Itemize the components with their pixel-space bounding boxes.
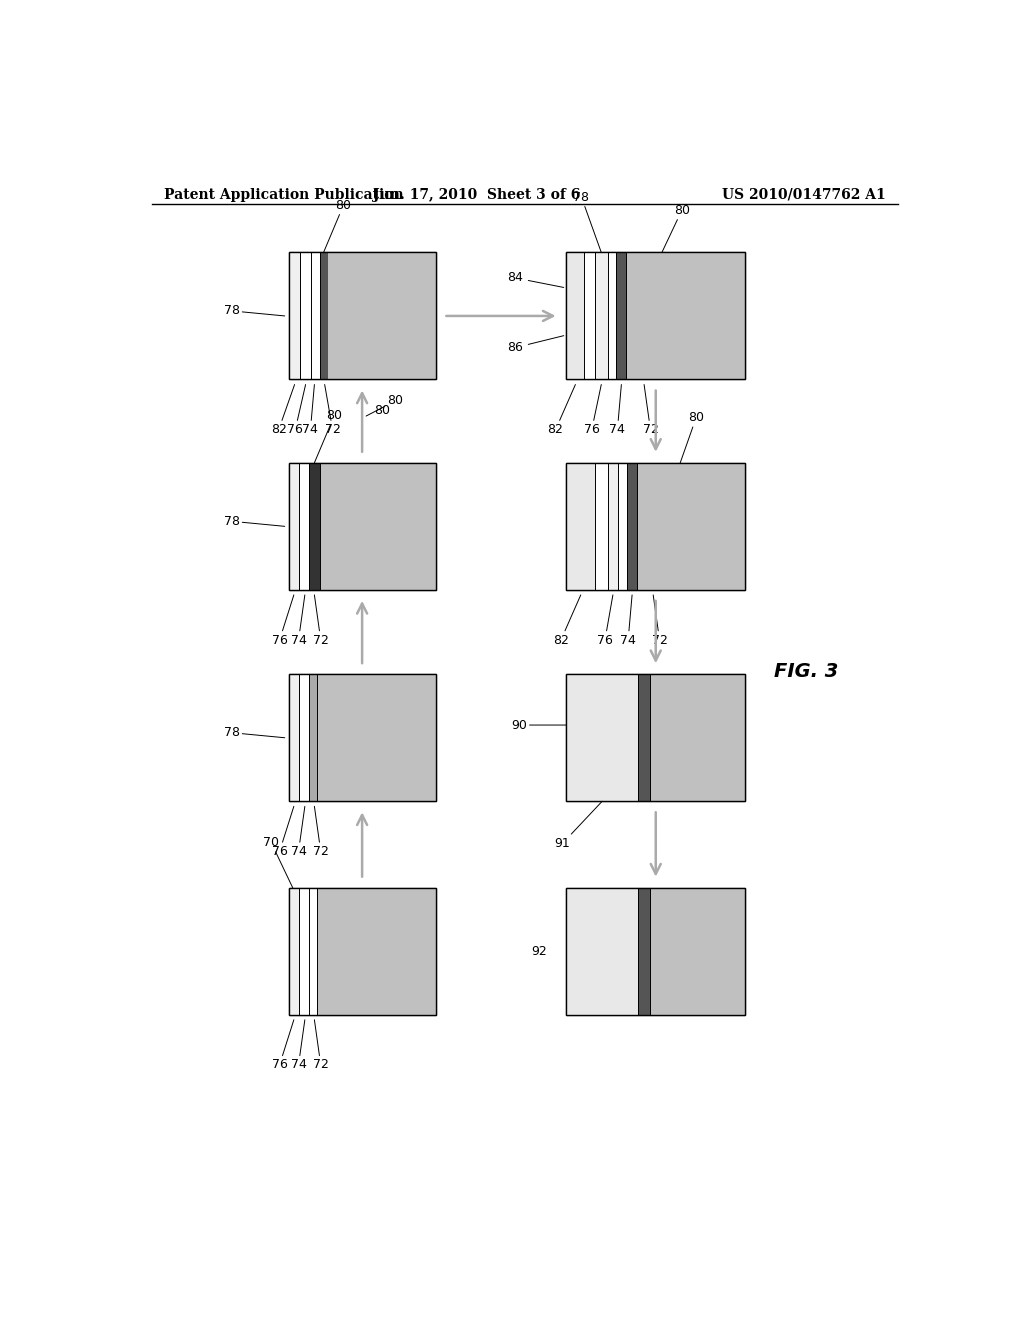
Bar — [309, 887, 317, 1015]
Text: 80: 80 — [314, 409, 342, 463]
Text: 76: 76 — [597, 595, 613, 647]
Text: US 2010/0147762 A1: US 2010/0147762 A1 — [722, 187, 886, 202]
Bar — [566, 252, 745, 379]
Bar — [566, 675, 745, 801]
Text: 82: 82 — [548, 384, 575, 436]
Bar — [566, 675, 638, 801]
Text: 74: 74 — [609, 384, 626, 436]
Bar — [566, 887, 745, 1015]
Bar — [650, 675, 745, 801]
Bar — [319, 252, 328, 379]
Bar — [310, 252, 319, 379]
Text: 76: 76 — [271, 807, 294, 858]
Text: 72: 72 — [325, 384, 341, 436]
Bar — [289, 887, 299, 1015]
Bar — [566, 252, 745, 379]
Bar — [299, 463, 309, 590]
Text: 86: 86 — [507, 335, 564, 354]
Text: 78: 78 — [223, 515, 285, 528]
Text: 90: 90 — [511, 718, 566, 731]
Text: 72: 72 — [312, 595, 329, 647]
Bar — [289, 252, 435, 379]
Bar — [566, 463, 595, 590]
Bar — [566, 463, 745, 590]
Bar — [289, 887, 435, 1015]
Bar — [289, 463, 435, 590]
Text: 76: 76 — [271, 595, 294, 647]
Text: 80: 80 — [367, 395, 403, 416]
Bar — [317, 887, 435, 1015]
Bar — [595, 252, 607, 379]
Bar — [650, 887, 745, 1015]
Bar — [299, 887, 309, 1015]
Text: 72: 72 — [312, 807, 329, 858]
Text: Patent Application Publication: Patent Application Publication — [164, 187, 403, 202]
Text: 80: 80 — [680, 412, 705, 463]
Bar — [309, 675, 317, 801]
Text: 82: 82 — [270, 384, 295, 436]
Text: 76: 76 — [271, 1020, 294, 1072]
Bar — [289, 887, 435, 1015]
Text: FIG. 3: FIG. 3 — [774, 663, 839, 681]
Bar — [289, 675, 299, 801]
Bar — [319, 463, 435, 590]
Text: 92: 92 — [530, 945, 547, 958]
Text: 74: 74 — [621, 595, 636, 647]
Bar — [317, 675, 435, 801]
Bar — [289, 463, 299, 590]
Bar — [309, 463, 319, 590]
Bar — [627, 463, 637, 590]
Bar — [618, 463, 627, 590]
Text: 72: 72 — [642, 384, 658, 436]
Text: 78: 78 — [573, 190, 601, 252]
Text: 82: 82 — [553, 595, 581, 647]
Bar — [328, 252, 435, 379]
Bar — [566, 887, 745, 1015]
Text: 80: 80 — [374, 404, 390, 417]
Bar — [566, 675, 745, 801]
Text: 74: 74 — [291, 595, 306, 647]
Bar — [289, 463, 435, 590]
Text: 76: 76 — [584, 384, 601, 436]
Text: 74: 74 — [291, 807, 306, 858]
Bar — [638, 675, 650, 801]
Text: 91: 91 — [555, 801, 602, 850]
Bar — [289, 675, 435, 801]
Text: 80: 80 — [662, 203, 690, 252]
Bar — [289, 252, 300, 379]
Text: 70: 70 — [263, 836, 293, 887]
Bar — [289, 252, 435, 379]
Bar — [616, 252, 627, 379]
Bar — [566, 887, 638, 1015]
Text: 84: 84 — [507, 272, 564, 288]
Bar — [627, 252, 745, 379]
Bar — [595, 463, 607, 590]
Text: 78: 78 — [223, 726, 285, 739]
Text: 74: 74 — [302, 384, 318, 436]
Text: 72: 72 — [312, 1020, 329, 1072]
Bar — [289, 675, 435, 801]
Bar — [566, 252, 585, 379]
Text: 80: 80 — [324, 199, 351, 252]
Text: Jun. 17, 2010  Sheet 3 of 6: Jun. 17, 2010 Sheet 3 of 6 — [374, 187, 581, 202]
Bar — [300, 252, 310, 379]
Bar — [607, 463, 618, 590]
Bar — [607, 252, 616, 379]
Bar — [637, 463, 745, 590]
Bar — [638, 887, 650, 1015]
Text: 76: 76 — [288, 384, 305, 436]
Text: 72: 72 — [651, 595, 668, 647]
Bar — [566, 463, 745, 590]
Bar — [299, 675, 309, 801]
Text: 74: 74 — [291, 1020, 306, 1072]
Text: 78: 78 — [223, 305, 285, 317]
Bar — [585, 252, 595, 379]
